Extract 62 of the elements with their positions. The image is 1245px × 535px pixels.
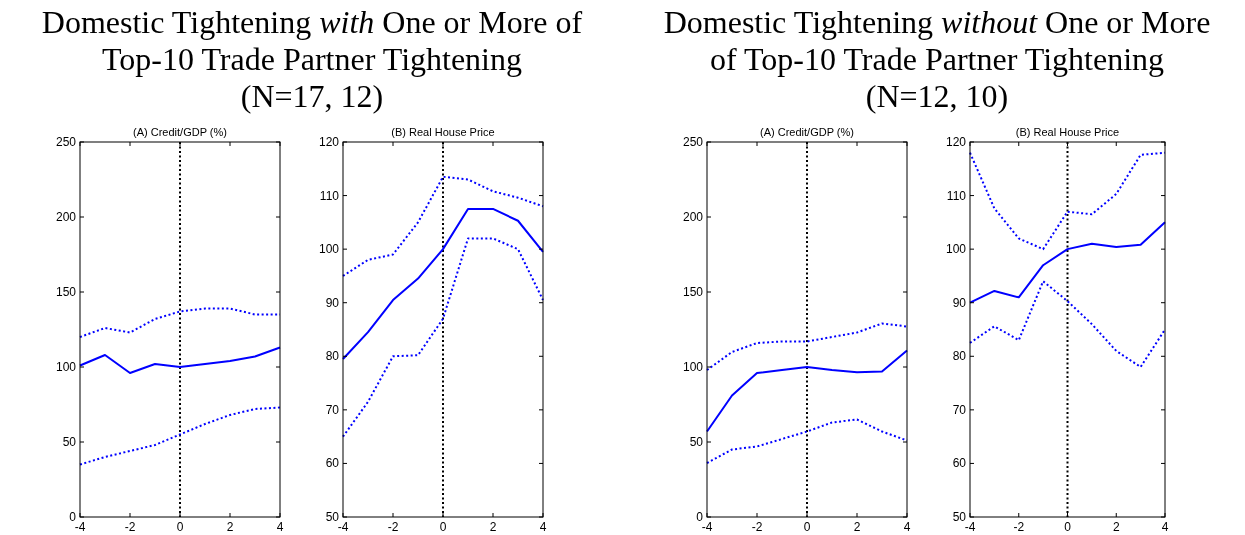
x-tick-label: 0 (1064, 520, 1072, 534)
x-tick-label: 0 (439, 520, 447, 534)
x-tick-label: -2 (751, 520, 763, 534)
y-tick-label: 90 (952, 295, 967, 310)
y-tick-label: 120 (945, 135, 967, 149)
y-tick-label: 0 (696, 510, 704, 524)
chart-title: (B) Real House Price (391, 126, 495, 138)
chart-title: (A) Credit/GDP (%) (760, 126, 854, 138)
y-tick-label: 250 (682, 135, 704, 149)
y-tick-label: 50 (62, 435, 77, 449)
y-tick-label: 70 (952, 402, 967, 417)
x-tick-label: -4 (74, 520, 86, 534)
y-tick-label: 60 (325, 456, 340, 471)
x-tick-label: -4 (964, 520, 976, 534)
x-tick-label: 4 (539, 520, 547, 534)
line-series (342, 237, 544, 438)
y-tick-label: 60 (952, 456, 967, 471)
x-tick-label: 2 (489, 520, 497, 534)
x-tick-label: 2 (853, 520, 861, 534)
x-tick-label: 0 (803, 520, 811, 534)
y-tick-label: 100 (318, 242, 340, 257)
x-tick-label: -4 (701, 520, 713, 534)
y-tick-label: 90 (325, 295, 340, 310)
x-tick-label: 4 (1161, 520, 1169, 534)
x-tick-label: -2 (124, 520, 136, 534)
line-series (969, 280, 1166, 368)
line-series (706, 322, 908, 371)
y-tick-label: 50 (325, 510, 340, 524)
x-tick-label: 4 (276, 520, 284, 534)
line-series (969, 221, 1166, 304)
y-tick-label: 200 (682, 210, 704, 224)
y-tick-label: 100 (945, 242, 967, 257)
y-tick-label: 110 (319, 188, 340, 203)
y-tick-label: 70 (325, 402, 340, 417)
line-series (79, 346, 281, 374)
line-series (342, 207, 544, 360)
x-tick-label: -2 (387, 520, 399, 534)
x-tick-label: -2 (1013, 520, 1025, 534)
y-tick-label: 120 (318, 135, 340, 149)
chart-title: (A) Credit/GDP (%) (133, 126, 227, 138)
y-tick-label: 150 (55, 285, 77, 299)
y-tick-label: 100 (682, 360, 704, 374)
chart-title: (B) Real House Price (1015, 126, 1120, 138)
y-tick-label: 0 (69, 510, 77, 524)
chart-title: Domestic Tightening with One or More of Top-10 Trade Partner Tightening (N=17, 12) (41, 4, 583, 114)
x-tick-label: 2 (226, 520, 234, 534)
x-tick-label: 0 (176, 520, 184, 534)
x-tick-label: 4 (903, 520, 911, 534)
y-tick-label: 110 (946, 188, 967, 203)
x-tick-label: 2 (1112, 520, 1120, 534)
y-tick-label: 150 (682, 285, 704, 299)
x-tick-label: -4 (337, 520, 349, 534)
y-tick-label: 250 (55, 135, 77, 149)
line-series (706, 349, 908, 433)
y-tick-label: 80 (325, 349, 340, 364)
y-tick-label: 80 (952, 349, 967, 364)
y-tick-label: 50 (689, 435, 704, 449)
y-tick-label: 200 (55, 210, 77, 224)
y-tick-label: 50 (952, 510, 967, 524)
y-tick-label: 100 (55, 360, 77, 374)
line-series (79, 406, 281, 466)
chart-title: Domestic Tightening without One or More of Top-10 Trade Partner Tightening (N=12, 10) (663, 4, 1211, 114)
